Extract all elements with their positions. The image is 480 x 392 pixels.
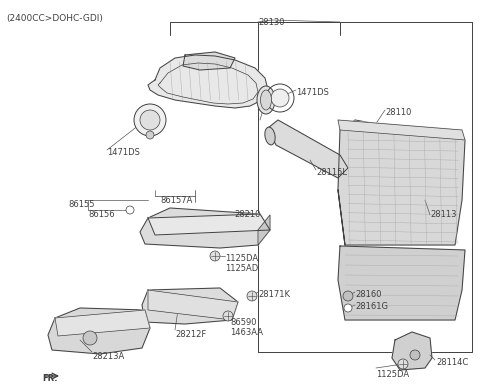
Text: 86156: 86156 [88,210,115,219]
Text: 28212F: 28212F [175,330,206,339]
Text: 1125AD: 1125AD [225,264,258,273]
Text: 1471DS: 1471DS [296,88,329,97]
Polygon shape [338,190,345,245]
Polygon shape [338,246,465,320]
Text: 28113: 28113 [430,210,456,219]
Ellipse shape [257,86,275,114]
Circle shape [210,251,220,261]
Circle shape [343,291,353,301]
Polygon shape [48,308,150,354]
Polygon shape [148,55,268,108]
Circle shape [344,304,352,312]
Text: 28110: 28110 [385,108,411,117]
Polygon shape [55,310,150,336]
Text: 86157A: 86157A [160,196,192,205]
Text: FR.: FR. [42,374,58,383]
Polygon shape [338,120,465,140]
Polygon shape [258,215,270,245]
Text: 1463AA: 1463AA [230,328,263,337]
Circle shape [410,350,420,360]
Circle shape [146,131,154,139]
Text: 1125DA: 1125DA [225,254,258,263]
Polygon shape [148,214,270,235]
Text: 28114C: 28114C [436,358,468,367]
Text: (2400CC>DOHC-GDI): (2400CC>DOHC-GDI) [6,14,103,23]
Text: 28171K: 28171K [258,290,290,299]
Polygon shape [140,208,270,248]
Text: 86155: 86155 [68,200,95,209]
Polygon shape [148,290,238,320]
Circle shape [271,89,289,107]
Polygon shape [183,52,235,70]
Circle shape [83,331,97,345]
Polygon shape [268,120,348,178]
Text: 28213A: 28213A [92,352,124,361]
Polygon shape [142,288,238,324]
Text: 28160: 28160 [355,290,382,299]
Circle shape [126,206,134,214]
Text: 1125DA: 1125DA [376,370,409,379]
Ellipse shape [261,90,272,110]
Circle shape [398,359,408,369]
Text: 28115L: 28115L [316,168,347,177]
Text: 28161G: 28161G [355,302,388,311]
Text: 28210: 28210 [234,210,260,219]
Circle shape [134,104,166,136]
Circle shape [140,110,160,130]
Ellipse shape [265,127,275,145]
Polygon shape [392,332,432,370]
Circle shape [223,311,233,321]
Text: 86590: 86590 [230,318,256,327]
Circle shape [247,291,257,301]
Text: 28130: 28130 [259,18,285,27]
Polygon shape [338,120,465,245]
Text: 1471DS: 1471DS [107,148,140,157]
